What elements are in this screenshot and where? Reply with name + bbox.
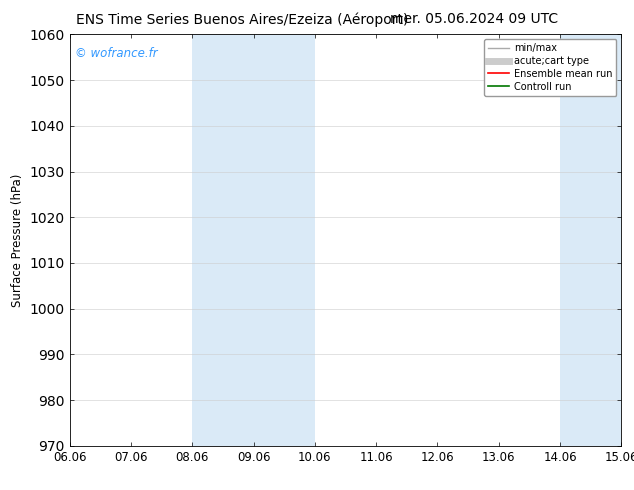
Bar xyxy=(254,34,315,446)
Text: mer. 05.06.2024 09 UTC: mer. 05.06.2024 09 UTC xyxy=(390,12,558,26)
Y-axis label: Surface Pressure (hPa): Surface Pressure (hPa) xyxy=(11,173,24,307)
Legend: min/max, acute;cart type, Ensemble mean run, Controll run: min/max, acute;cart type, Ensemble mean … xyxy=(484,39,616,96)
Bar xyxy=(560,34,601,446)
Text: © wofrance.fr: © wofrance.fr xyxy=(75,47,158,60)
Text: ENS Time Series Buenos Aires/Ezeiza (Aéroport): ENS Time Series Buenos Aires/Ezeiza (Aér… xyxy=(76,12,408,27)
Bar xyxy=(601,34,621,446)
Bar xyxy=(192,34,254,446)
